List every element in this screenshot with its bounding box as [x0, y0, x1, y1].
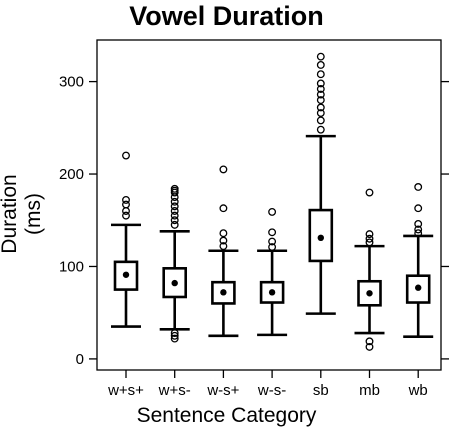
mean-point: [220, 289, 227, 296]
outlier-point: [365, 342, 374, 351]
outlier-point: [122, 151, 130, 160]
outlier-point: [170, 202, 179, 211]
x-tick-label: w+s+: [107, 382, 144, 399]
outlier-point: [170, 184, 179, 193]
outlier-point: [219, 242, 228, 251]
outlier-point: [414, 183, 423, 191]
outlier-point: [316, 85, 325, 93]
outlier-point: [365, 238, 374, 247]
outlier-point: [170, 211, 179, 220]
plot-frame: [96, 39, 442, 371]
chart-title: Vowel Duration: [129, 1, 324, 31]
outlier-point: [268, 237, 277, 246]
outlier-point: [170, 329, 179, 337]
outlier-point: [316, 116, 325, 125]
outlier-point: [170, 216, 179, 225]
x-axis-label: Sentence Category: [136, 404, 317, 427]
mean-point: [171, 279, 178, 287]
y-tick-label: 100: [59, 258, 84, 275]
outlier-point: [414, 225, 423, 234]
mean-point: [122, 271, 130, 278]
outlier-point: [122, 195, 130, 204]
y-tick-label: 300: [59, 74, 84, 91]
mean-point: [317, 234, 324, 242]
outlier-point: [122, 211, 130, 220]
outlier-point: [122, 207, 130, 215]
x-tick-label: w-s+: [206, 382, 239, 399]
outlier-point: [268, 207, 277, 216]
outlier-point: [414, 204, 423, 213]
outlier-point: [316, 103, 325, 112]
x-tick-label: w-s-: [257, 382, 286, 399]
outlier-point: [170, 334, 179, 343]
outlier-point: [365, 234, 374, 243]
outlier-point: [316, 61, 325, 69]
outlier-point: [219, 229, 228, 238]
outlier-point: [365, 337, 374, 346]
outlier-point: [268, 228, 277, 237]
outlier-point: [170, 197, 179, 206]
y-tick-label: 0: [76, 351, 84, 368]
outlier-point: [219, 204, 228, 213]
mean-point: [415, 284, 422, 291]
outlier-point: [170, 220, 179, 229]
outlier-point: [316, 79, 325, 88]
outlier-point: [414, 219, 423, 228]
x-tick-label: sb: [313, 382, 329, 399]
outlier-point: [316, 70, 325, 79]
outlier-point: [365, 230, 374, 239]
outlier-point: [316, 125, 325, 134]
outlier-point: [122, 200, 130, 209]
x-tick-label: w+s-: [158, 382, 191, 399]
outlier-point: [316, 90, 325, 99]
outlier-point: [219, 165, 228, 174]
outlier-point: [170, 207, 179, 215]
outlier-point: [170, 331, 179, 340]
outlier-point: [316, 109, 325, 117]
outlier-point: [316, 96, 325, 105]
outlier-point: [316, 52, 325, 61]
outlier-point: [414, 229, 423, 238]
x-tick-label: wb: [408, 382, 428, 399]
mean-point: [366, 290, 373, 297]
outlier-point: [219, 236, 228, 245]
x-tick-label: mb: [359, 382, 380, 399]
mean-point: [268, 289, 276, 296]
y-tick-label: 200: [59, 166, 84, 183]
outlier-point: [365, 188, 374, 197]
outlier-point: [268, 243, 277, 252]
